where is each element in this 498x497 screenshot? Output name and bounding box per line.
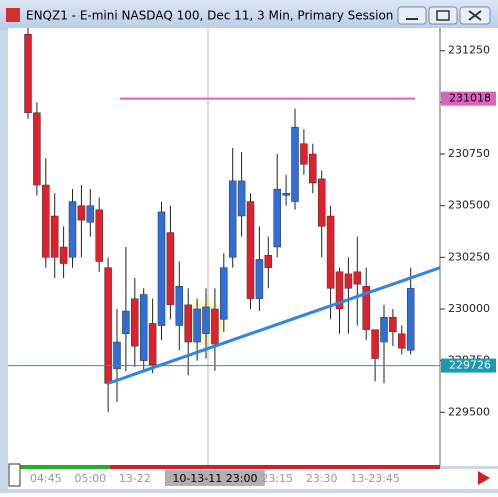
candle-body xyxy=(246,201,255,299)
progress-red xyxy=(110,465,440,469)
candle-body xyxy=(317,178,326,227)
candle-body xyxy=(380,316,388,343)
candle-body xyxy=(362,286,370,330)
y-tick-label: 230000 xyxy=(448,302,490,315)
scroll-box[interactable] xyxy=(8,463,21,487)
price-marker xyxy=(441,91,496,106)
x-tick-label: 23:30 xyxy=(306,472,338,485)
candle-body xyxy=(326,215,335,289)
candle-body xyxy=(353,271,362,285)
window-title: ENQZ1 - E-mini NASDAQ 100, Dec 11, 3 Min… xyxy=(26,9,393,23)
candle-body xyxy=(220,267,228,320)
candle-body xyxy=(33,112,41,186)
candle-body xyxy=(166,232,175,306)
candle-body xyxy=(202,306,210,335)
candle-body xyxy=(50,215,59,258)
candle-body xyxy=(371,329,379,359)
progress-green xyxy=(20,465,110,469)
candle-body xyxy=(255,259,264,299)
candle-body xyxy=(139,294,148,361)
plot-area xyxy=(8,28,440,466)
candle-body xyxy=(211,308,219,345)
candle-body xyxy=(264,255,273,268)
x-tick-label: 05:00 xyxy=(74,472,106,485)
minimize-button[interactable] xyxy=(397,6,427,25)
candle-body xyxy=(148,323,157,366)
candle-body xyxy=(68,201,77,258)
candle-body xyxy=(122,310,130,335)
candle-body xyxy=(77,205,86,221)
price-marker-label: 231018 xyxy=(449,92,491,105)
y-tick-label: 229500 xyxy=(448,405,490,418)
x-tick-label: 10-13-11 23:00 xyxy=(172,472,257,485)
y-tick-label: 230750 xyxy=(448,147,490,160)
x-tick-label: 13-23:45 xyxy=(350,472,400,485)
price-marker xyxy=(441,358,496,373)
candle-body xyxy=(193,308,201,343)
candle-body xyxy=(175,286,184,326)
scroll-arrow[interactable] xyxy=(478,471,490,485)
candle-body xyxy=(86,205,95,223)
candle-body xyxy=(184,304,192,343)
app-icon xyxy=(6,8,20,22)
candle-body xyxy=(42,184,50,258)
candle-body xyxy=(273,188,281,248)
candle-body xyxy=(237,180,246,217)
candle-body xyxy=(282,193,290,196)
candle-body xyxy=(228,180,237,258)
candle-body xyxy=(335,271,344,310)
candle-body xyxy=(113,341,121,370)
candle-body xyxy=(309,153,317,184)
window-controls[interactable] xyxy=(397,6,491,25)
candle-body xyxy=(300,143,308,165)
candle-body xyxy=(406,288,415,351)
time-highlight xyxy=(164,470,265,486)
x-tick-label: 04:45 xyxy=(30,472,62,485)
y-tick-label: 231250 xyxy=(448,44,490,57)
candle-body xyxy=(389,316,397,332)
candle-body xyxy=(24,33,32,113)
x-tick-label: 13-22 xyxy=(119,472,151,485)
candle-body xyxy=(344,273,353,289)
candle-body xyxy=(398,333,406,349)
candle-body xyxy=(291,126,299,202)
candle-body xyxy=(95,209,103,262)
price-marker-label: 229726 xyxy=(449,359,491,372)
x-tick-label: 23:15 xyxy=(261,472,293,485)
maximize-button[interactable] xyxy=(428,6,458,25)
candle-body xyxy=(131,298,139,347)
candle-body xyxy=(59,246,68,264)
candle-body xyxy=(157,211,166,326)
trendline xyxy=(107,266,441,385)
y-tick-label: 230500 xyxy=(448,199,490,212)
y-tick-label: 230250 xyxy=(448,250,490,263)
